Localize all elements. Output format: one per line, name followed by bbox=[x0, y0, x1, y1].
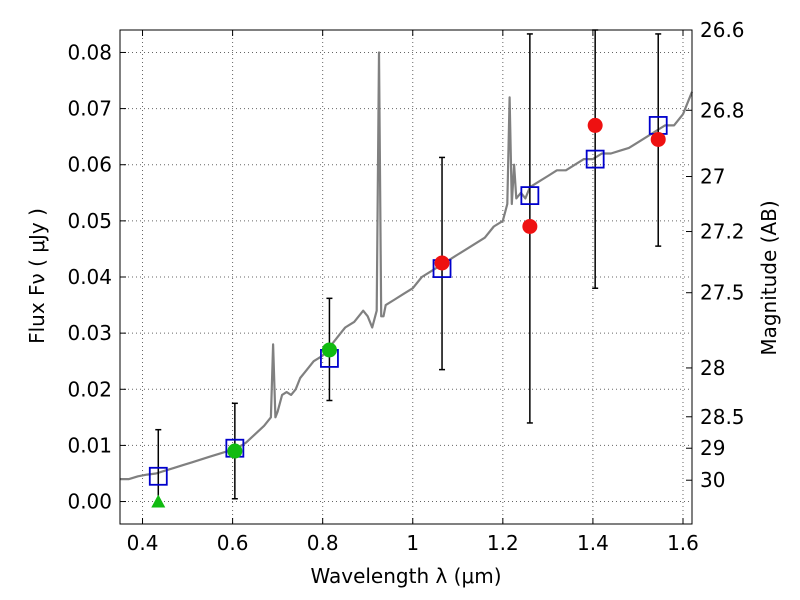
y-tick-label: 0.07 bbox=[67, 97, 112, 121]
grid-lines bbox=[120, 30, 692, 524]
red-circle-marker bbox=[522, 218, 538, 234]
x-tick-label: 0.8 bbox=[307, 531, 339, 555]
y-tick-label: 0.01 bbox=[67, 433, 112, 457]
y-tick-label: 0.03 bbox=[67, 321, 112, 345]
y-tick-label: 0.05 bbox=[67, 209, 112, 233]
right-tick-label: 29 bbox=[700, 436, 725, 460]
right-tick-label: 28.5 bbox=[700, 405, 745, 429]
axis-ticks: 0.4 0.6 0.8 1 1.2 1.4 1.6 0.00 0.01 0.02 0.03 0.04 0… bbox=[67, 18, 744, 555]
errorbar-layer bbox=[155, 29, 662, 503]
right-tick-label: 27 bbox=[700, 165, 725, 189]
red-circle-marker bbox=[650, 131, 666, 147]
y-tick-label: 0.02 bbox=[67, 377, 112, 401]
y-tick-label: 0.06 bbox=[67, 153, 112, 177]
green-circle-marker bbox=[227, 443, 243, 459]
green-triangle-marker bbox=[151, 494, 166, 508]
right-axis-label: Magnitude (AB) bbox=[757, 200, 781, 355]
open-square-marker bbox=[585, 149, 605, 169]
x-tick-label: 1.4 bbox=[577, 531, 609, 555]
right-tick-label: 26.8 bbox=[700, 98, 745, 122]
x-tick-label: 1.6 bbox=[667, 531, 699, 555]
marker-layer bbox=[148, 116, 668, 508]
right-tick-label: 30 bbox=[700, 468, 725, 492]
red-circle-marker bbox=[434, 255, 450, 271]
right-tick-label: 27.5 bbox=[700, 281, 745, 305]
y-tick-label: 0.04 bbox=[67, 265, 112, 289]
open-square-marker bbox=[520, 186, 540, 206]
green-circle-marker bbox=[321, 342, 337, 358]
x-tick-label: 1 bbox=[406, 531, 419, 555]
y-tick-label: 0.00 bbox=[67, 490, 112, 514]
x-tick-label: 0.4 bbox=[127, 531, 159, 555]
y-axis-label: Flux Fν ( μJy ) bbox=[25, 208, 49, 344]
model-spectrum-line bbox=[120, 51, 694, 481]
x-tick-label: 0.6 bbox=[217, 531, 249, 555]
right-tick-label: 26.6 bbox=[700, 18, 745, 42]
x-axis-label: Wavelength λ (μm) bbox=[310, 564, 501, 588]
open-square-marker bbox=[148, 466, 168, 486]
y-tick-label: 0.08 bbox=[67, 40, 112, 64]
x-tick-label: 1.2 bbox=[487, 531, 519, 555]
right-tick-label: 28 bbox=[700, 356, 725, 380]
right-tick-label: 27.2 bbox=[700, 220, 745, 244]
plot-frame bbox=[119, 29, 693, 525]
model-spectrum-layer bbox=[120, 51, 694, 481]
red-circle-marker bbox=[587, 117, 603, 133]
